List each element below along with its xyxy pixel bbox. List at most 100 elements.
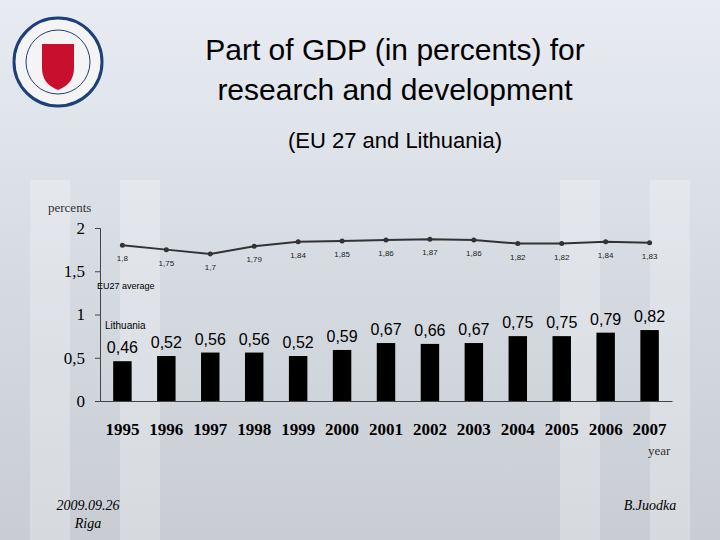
marker	[603, 239, 608, 244]
x-tick-label: 2001	[369, 420, 403, 439]
bar	[377, 343, 395, 401]
data-label: 0,67	[370, 321, 401, 338]
x-tick: 2002	[413, 401, 447, 439]
data-label: 0,75	[502, 314, 533, 331]
x-tick-label: 1997	[193, 420, 228, 439]
y-axis: 0 0,5 1 1,5 2	[64, 219, 101, 411]
bar	[245, 353, 263, 401]
y-tick-mark	[95, 358, 100, 359]
marker	[208, 251, 213, 256]
background-column	[120, 180, 160, 540]
marker	[164, 247, 169, 252]
x-tick: 2006	[589, 401, 623, 439]
bar	[333, 350, 351, 401]
marker	[384, 238, 389, 243]
data-label: 0,67	[458, 321, 489, 338]
x-tick-label: 1999	[281, 420, 315, 439]
y-tick-label: 1,5	[64, 262, 85, 281]
x-tick-label: 2000	[325, 420, 359, 439]
subtitle: (EU 27 and Lithuania)	[288, 128, 502, 153]
data-label: 1,87	[422, 248, 438, 257]
x-tick: 2001	[369, 401, 403, 439]
marker	[559, 241, 564, 246]
x-tick: 1999	[281, 401, 315, 439]
data-label: 1,84	[598, 251, 614, 260]
title: Part of GDP (in percents) forresearch an…	[205, 33, 585, 106]
bar	[157, 356, 175, 401]
x-tick: 1996	[149, 401, 183, 439]
y-tick: 1,5	[64, 262, 100, 281]
data-label: 0,75	[546, 314, 577, 331]
chart: Part of GDP (in percents) forresearch an…	[0, 0, 720, 540]
logo	[14, 18, 102, 106]
marker	[647, 240, 652, 245]
y-tick: 1	[77, 305, 101, 324]
y-tick-label: 0	[77, 392, 86, 411]
data-label: 1,82	[510, 253, 526, 262]
x-tick: 2007	[633, 401, 668, 439]
marker	[340, 238, 345, 243]
y-tick-label: 0,5	[64, 349, 85, 368]
data-label: 0,79	[590, 311, 621, 328]
data-label: 0,56	[239, 331, 270, 348]
data-label: 0,56	[195, 331, 226, 348]
data-label: 0,46	[107, 339, 138, 356]
marker	[471, 238, 476, 243]
x-axis-title: year	[648, 443, 671, 458]
footer-author: B.Juodka	[624, 498, 676, 513]
logo-shield	[42, 44, 74, 90]
y-tick: 0,5	[64, 349, 100, 368]
x-tick: 1995	[105, 401, 139, 439]
x-tick-label: 2004	[501, 420, 536, 439]
y-tick-mark	[95, 401, 100, 402]
bar	[201, 353, 219, 401]
logo-ring	[14, 18, 102, 106]
data-label: 1,82	[554, 253, 570, 262]
bar	[465, 343, 483, 401]
x-tick-label: 2006	[589, 420, 623, 439]
marker	[427, 237, 432, 242]
plot-area	[113, 237, 659, 401]
x-tick-label: 2007	[633, 420, 668, 439]
series-label: Lithuania	[105, 320, 146, 331]
data-label: 1,86	[378, 249, 394, 258]
data-label: 0,82	[634, 308, 665, 325]
x-tick: 2004	[501, 401, 536, 439]
data-label: 1,7	[205, 263, 217, 272]
y-tick-label: 2	[77, 219, 86, 238]
x-tick-label: 1998	[237, 420, 271, 439]
bar	[596, 333, 614, 401]
x-axis: 1995199619971998199920002001200220032004…	[101, 401, 673, 439]
data-label: 1,85	[334, 250, 350, 259]
series-label: EU27 average	[97, 281, 155, 291]
y-axis-line	[95, 229, 101, 402]
marker	[515, 241, 520, 246]
bar	[553, 336, 571, 401]
x-tick: 2005	[545, 401, 579, 439]
marker	[252, 244, 257, 249]
data-label: 1,79	[246, 255, 262, 264]
bar	[289, 356, 307, 401]
data-label: 1,84	[290, 251, 306, 260]
x-tick-label: 2005	[545, 420, 579, 439]
footer-date: 2009.09.26	[57, 498, 120, 513]
y-tick-mark	[95, 271, 100, 272]
data-labels: 0,460,520,560,560,520,590,670,660,670,75…	[97, 248, 665, 356]
bar	[421, 344, 439, 401]
x-tick: 2000	[325, 401, 359, 439]
x-tick-label: 2002	[413, 420, 447, 439]
data-label: 1,83	[642, 252, 658, 261]
y-tick: 0	[77, 392, 101, 411]
data-label: 0,59	[326, 328, 357, 345]
background	[0, 0, 720, 540]
y-axis-title: percents	[48, 200, 91, 215]
data-label: 1,8	[117, 254, 129, 263]
x-tick: 1998	[237, 401, 271, 439]
y-tick: 2	[77, 219, 101, 238]
y-tick-label: 1	[77, 305, 86, 324]
bar	[509, 336, 527, 401]
marker	[120, 243, 125, 248]
data-label: 1,75	[159, 259, 175, 268]
bar	[640, 330, 658, 401]
data-label: 0,52	[151, 334, 182, 351]
